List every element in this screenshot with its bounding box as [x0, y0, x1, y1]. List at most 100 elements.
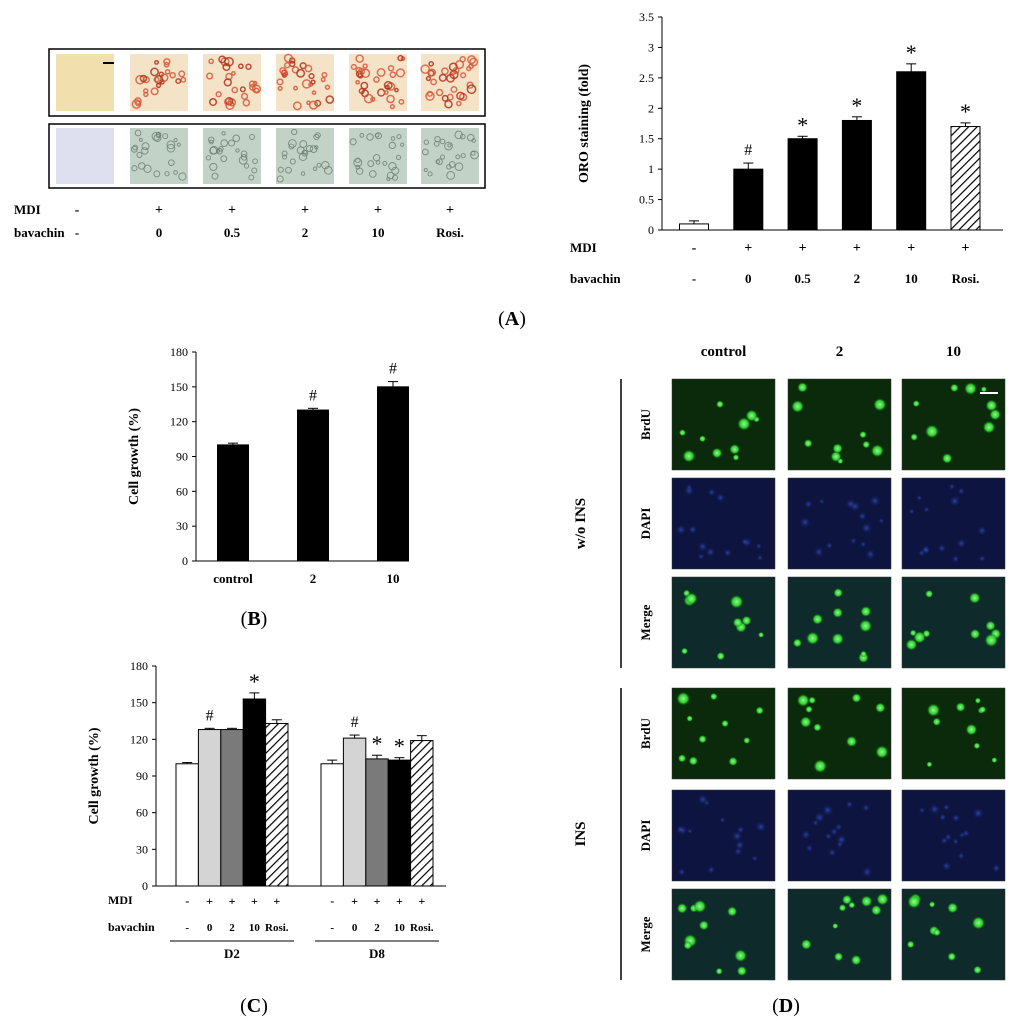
- lipid-droplet: [420, 64, 430, 74]
- mdi-row-label: MDI: [108, 893, 133, 907]
- scale-bar: [103, 62, 114, 64]
- lipid-droplet: [135, 100, 141, 107]
- labeled-cell: [859, 619, 873, 633]
- cell-outline: [218, 146, 224, 152]
- bar: [197, 729, 222, 887]
- nucleus: [821, 804, 834, 817]
- y-tick-label: 60: [136, 806, 148, 820]
- nucleus: [801, 829, 812, 840]
- y-tick-label: 0: [648, 223, 654, 237]
- labeled-cell: [971, 916, 986, 930]
- cell-outline: [434, 135, 441, 143]
- nucleus: [957, 487, 966, 495]
- cell-outline: [228, 139, 236, 147]
- labeled-cell: [686, 715, 693, 722]
- lipid-droplet: [360, 81, 369, 90]
- fluorescence-image-tile: [671, 888, 776, 981]
- lipid-droplet: [425, 75, 432, 82]
- cell-outline: [238, 155, 248, 165]
- y-axis-title: Cell growth (%): [87, 727, 102, 824]
- labeled-cell: [973, 742, 981, 750]
- nucleus: [952, 838, 959, 845]
- bavachin-tick-label: -: [185, 922, 189, 934]
- nucleus: [908, 508, 916, 515]
- labeled-cell: [969, 628, 981, 640]
- y-tick-label: 2: [648, 101, 654, 115]
- labeled-cell: [850, 954, 862, 966]
- bavachin-tick-label: 0: [745, 271, 752, 286]
- lipid-droplet: [362, 63, 368, 69]
- nucleus: [942, 803, 951, 812]
- nucleus: [683, 485, 695, 497]
- lipid-droplet: [350, 63, 358, 71]
- cell-outline: [281, 154, 288, 160]
- lipid-droplet: [394, 87, 399, 93]
- panel-d-micrographs: control 2 10 w/o INS BrdU DAPI Merge INS BrdU DAP…: [573, 344, 1006, 981]
- lipid-droplet: [304, 64, 313, 73]
- lipid-droplet: [292, 101, 302, 111]
- cell-outline: [353, 158, 363, 168]
- cell-outline: [396, 134, 402, 140]
- labeled-cell: [833, 587, 844, 598]
- labeled-cell: [870, 444, 884, 458]
- bavachin-tick-label: Rosi.: [410, 922, 434, 934]
- row-label: Merge: [638, 916, 653, 952]
- lipid-droplet: [215, 91, 222, 98]
- cell-outline: [349, 138, 357, 146]
- lipid-droplet: [154, 74, 164, 85]
- mdi-tick-label: +: [853, 241, 861, 256]
- cell-outline: [386, 176, 391, 182]
- lipid-droplet: [252, 80, 258, 86]
- cell-outline: [153, 170, 161, 178]
- nucleus: [991, 863, 1001, 873]
- nucleus: [951, 813, 961, 823]
- lipid-droplet: [253, 87, 260, 94]
- panel-a-bavachin-row-label: bavachin: [14, 225, 65, 240]
- labeled-cell: [913, 631, 926, 644]
- bavachin-tick-label: 2: [854, 271, 861, 286]
- nucleus: [755, 820, 767, 833]
- cell-outline: [390, 136, 396, 141]
- nucleus: [845, 498, 857, 510]
- cell-outline: [288, 139, 297, 148]
- labeled-cell: [721, 719, 729, 728]
- cell-outline: [136, 151, 143, 158]
- lipid-droplet: [384, 84, 390, 90]
- bar: [297, 409, 329, 562]
- cell-outline: [312, 166, 318, 171]
- cell-outline: [455, 154, 461, 160]
- scale-bar: [980, 392, 998, 394]
- fluorescence-image-tile: [901, 789, 1006, 882]
- cell-outline: [173, 138, 178, 143]
- labeled-cell: [925, 589, 934, 598]
- column-header: 2: [836, 344, 844, 360]
- nucleus: [697, 541, 708, 552]
- labeled-cell: [907, 895, 921, 909]
- cell-outline: [369, 170, 377, 178]
- group-label: D2: [224, 946, 240, 961]
- labeled-cell: [758, 631, 765, 638]
- lipid-droplet: [358, 87, 365, 95]
- bavachin-row-label: bavachin: [570, 271, 621, 286]
- cell-outline: [460, 153, 466, 159]
- nucleus: [836, 834, 847, 846]
- cell-outline: [221, 131, 226, 136]
- fluorescence-image-tile: [671, 789, 776, 882]
- lipid-droplet: [163, 58, 171, 66]
- cell-outline: [167, 159, 175, 167]
- labeled-cell: [676, 691, 691, 706]
- lipid-droplet: [242, 99, 251, 107]
- significance-asterisk: *: [960, 99, 971, 124]
- nucleus: [675, 524, 687, 536]
- panel-a-image-mdi-label: -: [75, 203, 80, 218]
- y-tick-label: 0: [142, 879, 148, 893]
- nucleus: [859, 540, 867, 548]
- labeled-cell: [974, 697, 981, 704]
- lipid-droplet: [389, 71, 397, 79]
- bavachin-tick-label: -: [330, 922, 334, 934]
- cell-outline: [153, 134, 162, 142]
- bar: [265, 722, 289, 887]
- row-label: DAPI: [638, 820, 653, 852]
- bar: [787, 138, 818, 231]
- lipid-droplet: [324, 84, 331, 90]
